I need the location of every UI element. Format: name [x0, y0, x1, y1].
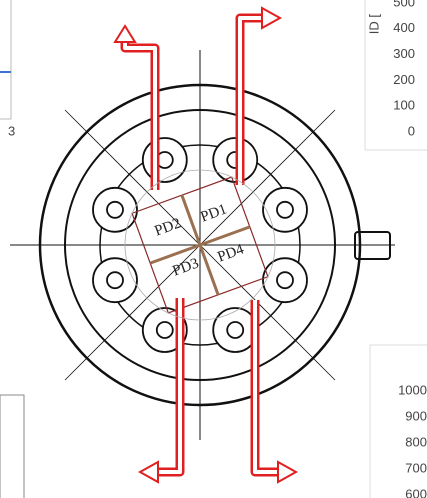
panel-label: 3 — [8, 123, 15, 138]
bolt-hole — [276, 200, 294, 219]
tick-label: 0 — [408, 123, 415, 138]
detector-array — [131, 176, 269, 314]
tick-label: 500 — [393, 0, 415, 9]
tube — [253, 300, 278, 474]
tick-label: 1000 — [398, 382, 427, 397]
axis-title: ID [ — [366, 14, 381, 35]
tick-label: 700 — [405, 460, 427, 475]
detector-label: PD1 — [199, 201, 230, 225]
left-panel-bottom — [0, 394, 25, 498]
tick-label: 200 — [393, 72, 415, 87]
plate — [99, 144, 301, 346]
arrow — [277, 460, 299, 484]
bolt-hole — [276, 271, 294, 290]
tube — [158, 298, 182, 474]
tick-label: 400 — [393, 20, 415, 35]
divider — [180, 194, 220, 296]
inner-ring — [64, 109, 336, 381]
tubes — [113, 6, 299, 484]
left-panel — [0, 0, 12, 120]
diagram — [10, 6, 395, 484]
outer-ring — [38, 83, 362, 407]
arrow — [137, 460, 159, 484]
tube — [120, 42, 160, 190]
tick-label: 100 — [393, 98, 415, 113]
detector-label: PD2 — [153, 215, 184, 239]
arrow — [261, 6, 283, 30]
tab — [354, 231, 391, 260]
tick-label: 800 — [405, 434, 427, 449]
plate-face — [124, 169, 276, 321]
tick-label: 600 — [405, 486, 427, 498]
tick-label: 300 — [393, 46, 415, 61]
arrow — [113, 24, 137, 43]
bolt-hole — [106, 271, 124, 290]
bolt-hole — [155, 321, 174, 339]
detector-label: PD3 — [171, 255, 202, 279]
tube — [123, 42, 157, 190]
bolt-hole — [226, 321, 245, 339]
tick-label: 900 — [405, 408, 427, 423]
tube — [238, 16, 262, 185]
bolt-hole — [106, 200, 124, 219]
